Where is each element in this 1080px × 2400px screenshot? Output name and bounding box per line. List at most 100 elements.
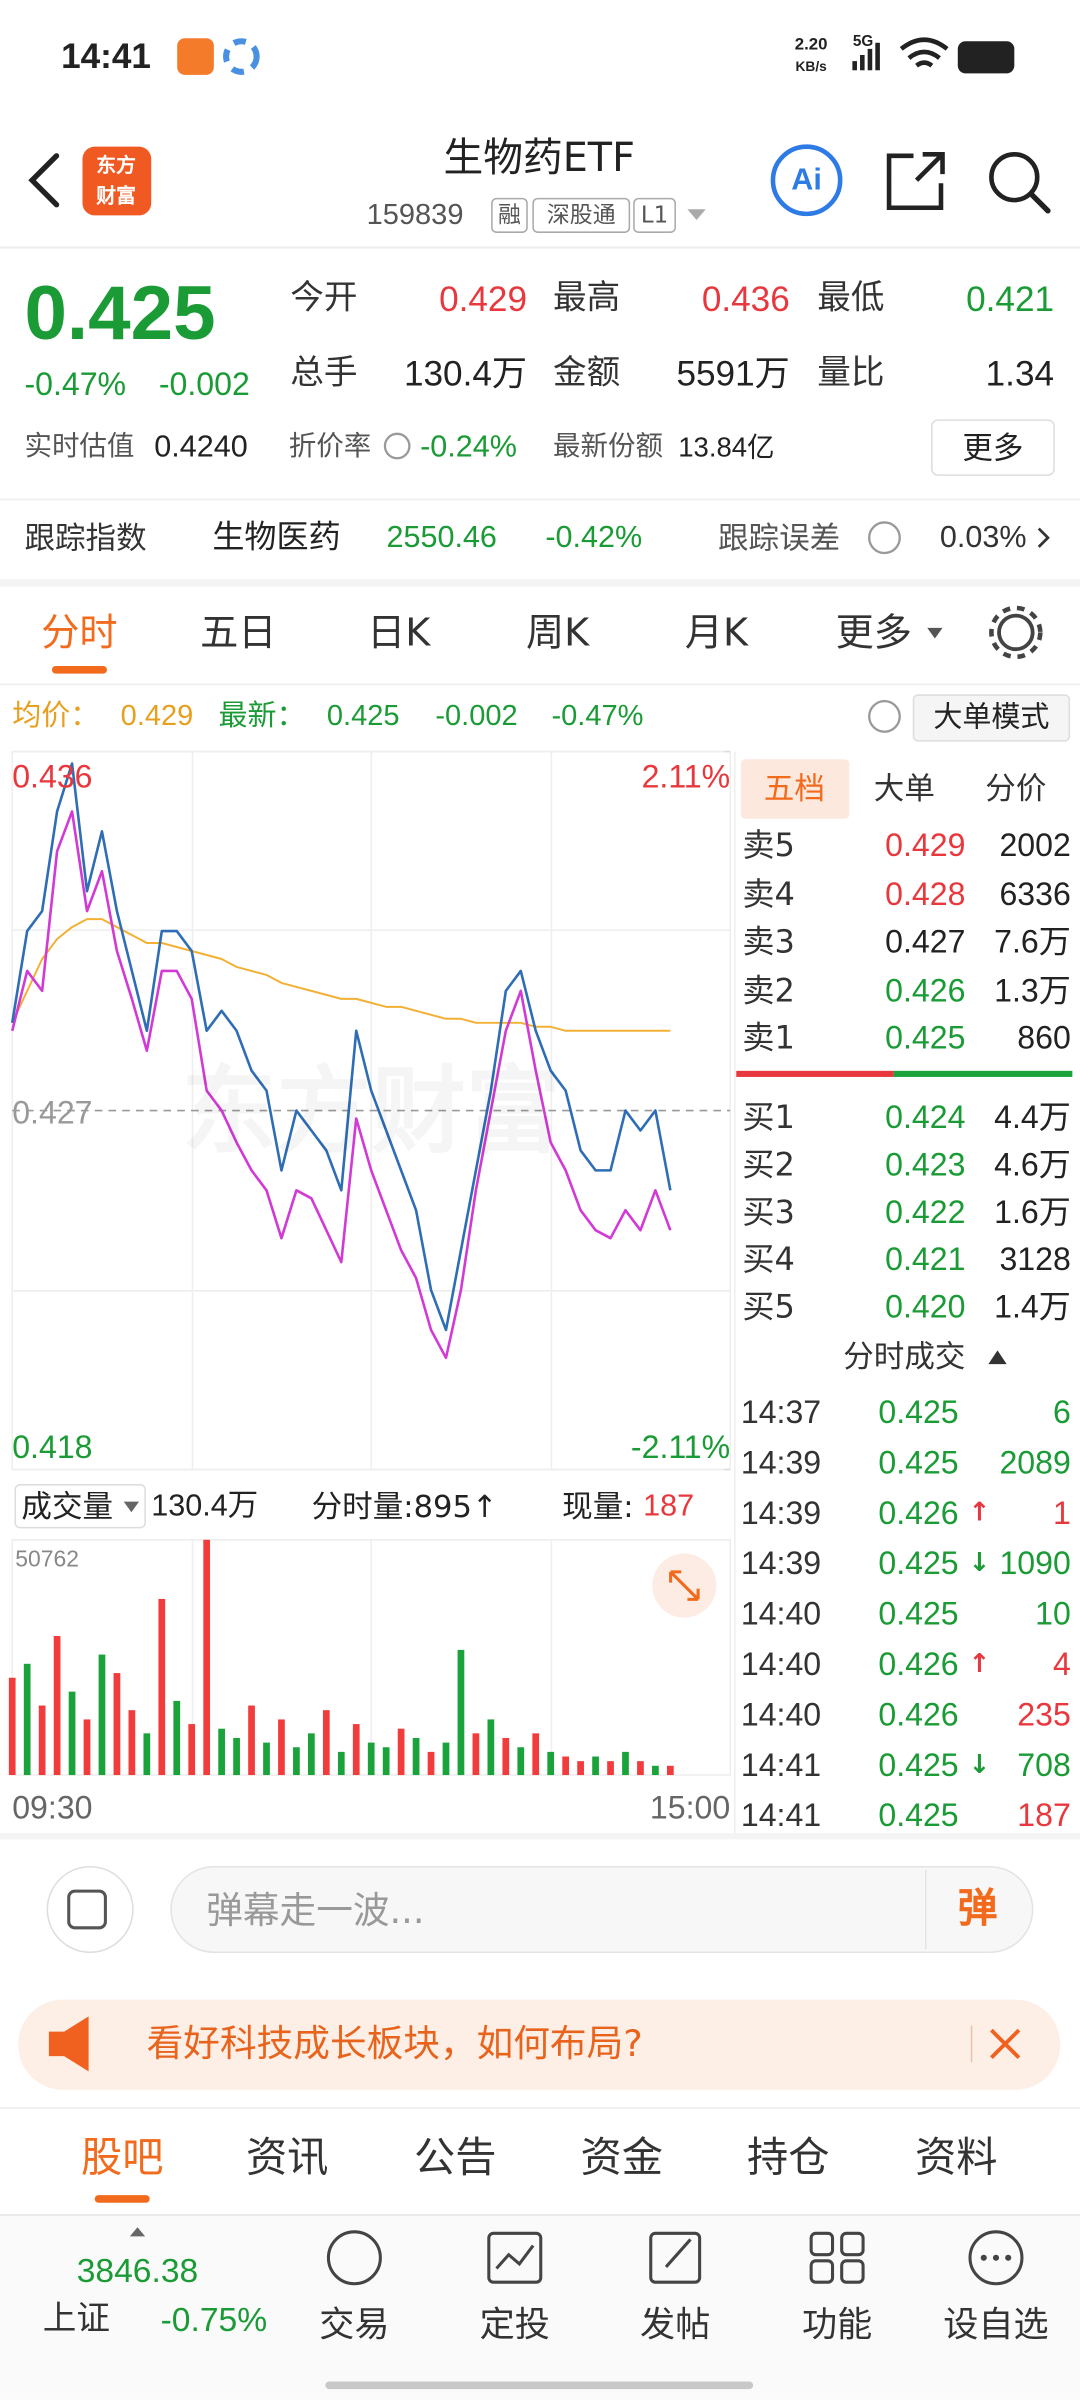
volume-bar [367,1742,375,1776]
section-tab[interactable]: 股吧 [80,2134,164,2183]
banner[interactable] [18,1999,1061,2090]
chevron[interactable] [1037,527,1050,548]
plot-area [8,750,731,1776]
trade-time: 14:41 [740,1748,822,1784]
chart-tab[interactable]: 五日 [200,610,277,655]
share-button[interactable] [886,151,945,211]
trade-volume: 10 [1035,1597,1071,1633]
search-button[interactable] [989,151,1040,203]
section-tab[interactable]: 资料 [915,2134,998,2183]
comment-placeholder[interactable]: 弹幕走一波... [206,1889,425,1933]
more-button-label[interactable]: 更多 [962,429,1024,466]
dropdown-icon[interactable] [687,209,706,220]
menu-button[interactable] [46,1865,134,1954]
estimate-label: 实时估值 [24,430,135,463]
order-tab[interactable]: 五档 [763,769,825,807]
section-tab[interactable]: 资讯 [245,2134,329,2183]
price-line [11,918,671,1032]
volume-bar [607,1761,614,1776]
comment-input[interactable] [170,1865,1034,1954]
volume-selector[interactable] [14,1484,146,1529]
close-button[interactable] [990,2028,1021,2060]
volume-bar [622,1751,629,1776]
stat-value: 0.429 [439,278,528,319]
change: -0.002 [158,367,250,403]
trade-volume: 187 [1017,1798,1071,1834]
stat-value: 130.4万 [403,353,528,394]
volume-bar [143,1733,151,1776]
comment-send[interactable]: 弹 [957,1886,998,1933]
nav-item[interactable]: 交易 [319,2305,390,2346]
banner-text[interactable]: 看好科技成长板块，如何布局? [146,2022,643,2066]
volume-bar [442,1742,450,1776]
post-icon[interactable] [649,2231,702,2284]
stat-value: 5591万 [676,353,790,394]
volume-bar [293,1747,300,1776]
x-tick-label: 09:30 [12,1791,93,1827]
nav-item[interactable]: 功能 [801,2305,873,2346]
ai-label[interactable]: Ai [791,163,822,198]
mode-button[interactable] [912,694,1071,742]
order-tab[interactable]: 大单 [873,769,935,807]
nav-item[interactable]: 设自选 [943,2305,1049,2346]
chart-tab[interactable]: 分时 [41,610,118,655]
settings-button[interactable] [997,613,1035,652]
trade-price: 0.425 [878,1798,959,1834]
watchlist-icon[interactable] [968,2230,1024,2286]
estimate-value: 0.4240 [154,430,248,465]
volume-bar [352,1724,360,1776]
book-price: 0.429 [885,828,966,864]
chart-tab[interactable]: 更多 [835,610,912,655]
index-value: 3846.38 [76,2251,199,2290]
volume-bar [203,1539,211,1776]
plan-icon[interactable] [487,2231,543,2284]
trade-time: 14:37 [740,1395,822,1431]
help-icon[interactable] [868,521,901,555]
status-time: 14:41 [61,35,151,76]
order-tab[interactable]: 分价 [985,769,1047,807]
ai-button[interactable] [770,144,843,217]
price-line [10,810,672,1360]
tracking-label: 跟踪指数 [24,519,147,557]
volume-bar [652,1765,659,1776]
volume-bar [278,1719,285,1776]
bid-bar [893,1070,1073,1077]
volume-label[interactable]: 成交量 [21,1487,114,1525]
book-price: 0.427 [885,924,966,961]
function-icon[interactable] [809,2231,835,2257]
nav-item[interactable]: 定投 [479,2305,550,2346]
section-tab[interactable]: 公告 [413,2134,497,2183]
back-button[interactable] [28,153,60,208]
section-tab[interactable]: 持仓 [746,2134,830,2183]
dropdown-icon[interactable] [927,627,943,639]
chart-frame [11,750,731,1776]
expand-icon[interactable] [129,2227,146,2237]
trade-icon[interactable] [326,2230,382,2286]
more-button[interactable] [931,419,1055,476]
stat-label: 总手 [290,354,358,393]
trade-time: 14:40 [740,1597,822,1633]
index-change: -0.75% [160,2300,268,2339]
change-pct: -0.47% [24,367,127,403]
section-tab[interactable]: 资金 [580,2134,663,2183]
sort-icon[interactable] [988,1350,1007,1365]
chart-tab[interactable]: 周K [525,610,590,655]
latest-label: 最新： [218,698,306,733]
battery-icon [957,41,1015,74]
chart-tab[interactable]: 月K [684,610,749,655]
book-price: 0.421 [885,1242,966,1278]
volume-bar [547,1751,555,1776]
help-icon[interactable] [868,700,901,733]
app-icon [223,38,260,75]
info-icon[interactable] [383,432,411,460]
volume-bar [472,1733,480,1776]
avg-value: 0.429 [120,700,194,733]
trade-price: 0.425 [878,1395,959,1431]
book-volume: 860 [1017,1021,1071,1057]
security-tag: L1 [640,200,669,229]
trade-price: 0.425 [878,1546,959,1582]
chart-tab[interactable]: 日K [367,610,431,655]
nav-item[interactable]: 发帖 [640,2305,711,2346]
mode-button-label[interactable]: 大单模式 [933,700,1050,735]
